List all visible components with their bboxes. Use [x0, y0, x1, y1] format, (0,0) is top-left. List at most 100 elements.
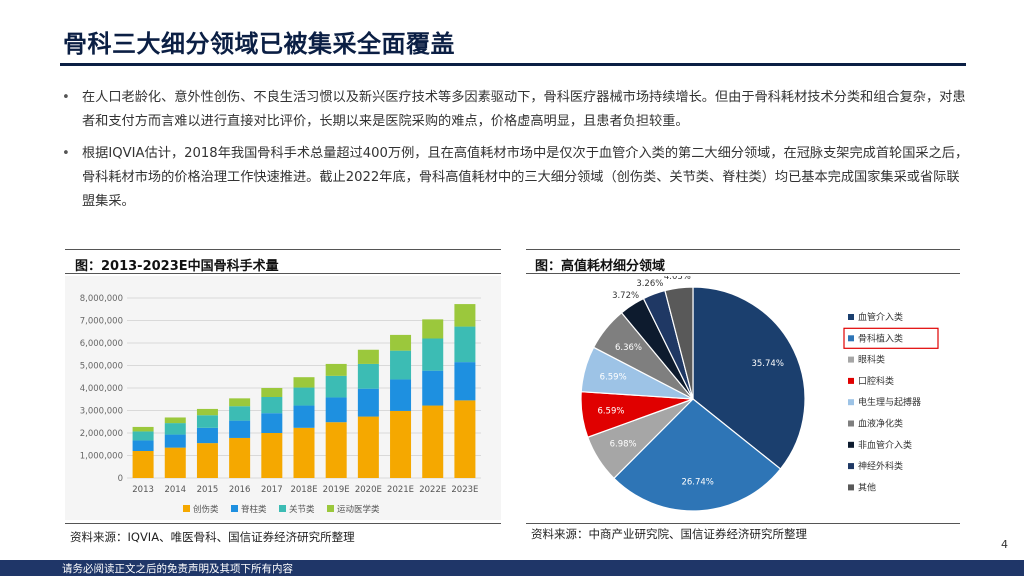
legend-label: 眼科类: [858, 354, 885, 366]
bar-segment: [422, 338, 444, 371]
bar-segment: [390, 379, 412, 411]
pie-data-label: 6.36%: [615, 343, 642, 353]
right-panel-top-rule: [526, 249, 960, 250]
bar-segment: [357, 363, 379, 389]
bar-segment: [325, 363, 347, 376]
right-panel-bottom-rule: [526, 523, 960, 524]
y-tick-label: 6,000,000: [80, 339, 123, 349]
page-number: 4: [1001, 538, 1008, 551]
legend-label: 创伤类: [193, 504, 219, 515]
pie-data-label: 6.59%: [600, 373, 627, 383]
bar-segment: [325, 375, 347, 398]
x-tick-label: 2014: [164, 485, 186, 495]
legend-label: 其他: [858, 481, 876, 493]
pie-data-label: 3.72%: [612, 291, 639, 301]
bullet-dot-icon: •: [62, 90, 70, 105]
footer-disclaimer: 请务必阅读正文之后的免责声明及其项下所有内容: [62, 563, 293, 575]
bar-segment: [357, 349, 379, 364]
bar-segment: [454, 304, 476, 327]
pie-data-label: 35.74%: [751, 359, 783, 369]
bullet-text: 根据IQVIA估计，2018年我国骨科手术总量超过400万例，且在高值耗材市场中…: [82, 146, 969, 209]
bar-segment: [357, 416, 379, 478]
x-tick-label: 2015: [197, 485, 219, 495]
legend-label: 血管介入类: [858, 311, 903, 323]
bar-segment: [293, 387, 315, 406]
y-tick-label: 7,000,000: [80, 317, 123, 327]
legend-highlight-box: [843, 327, 939, 349]
bar-segment: [132, 451, 154, 478]
x-tick-label: 2018E: [290, 485, 317, 495]
footer-bar: 请务必阅读正文之后的免责声明及其项下所有内容: [0, 560, 1024, 576]
right-panel-title-rule: [526, 273, 960, 274]
right-panel-title: 图：高值耗材细分领域: [535, 259, 666, 274]
legend-label: 运动医学类: [337, 504, 380, 515]
bar-segment: [196, 408, 218, 416]
legend-swatch: [327, 505, 334, 512]
legend-label: 电生理与起搏器: [858, 396, 921, 408]
x-tick-label: 2016: [229, 485, 251, 495]
bar-segment: [293, 377, 315, 388]
y-tick-label: 1,000,000: [80, 452, 123, 462]
y-tick-label: 5,000,000: [80, 362, 123, 372]
bar-segment: [196, 443, 218, 478]
pie-data-label: 4.03%: [664, 276, 691, 282]
surgery-volume-chart: 0 1,000,000 2,000,000 3,000,000 4,000,000 5,0…: [65, 276, 501, 520]
legend-swatch: [848, 356, 854, 363]
y-tick-label: 0: [118, 474, 123, 484]
bar-segment: [454, 326, 476, 363]
page-title: 骨科三大细分领域已被集采全面覆盖: [63, 30, 455, 58]
legend-swatch: [279, 505, 286, 512]
bullet-list: • 在人口老龄化、意外性创伤、不良生活习惯以及新兴医疗技术等多因素驱动下，骨科医…: [62, 86, 972, 222]
y-tick-label: 2,000,000: [80, 429, 123, 439]
bar-segment: [132, 431, 154, 441]
x-tick-label: 2021E: [387, 485, 414, 495]
bar-segment: [229, 420, 251, 438]
bar-segment: [422, 405, 444, 478]
bar-segment: [229, 406, 251, 421]
bar-segment: [261, 413, 283, 433]
x-tick-label: 2019E: [323, 485, 350, 495]
bar-segment: [454, 400, 476, 478]
bar-segment: [390, 334, 412, 351]
bar-segment: [196, 427, 218, 444]
pie-data-label: 6.59%: [597, 407, 624, 417]
bar-segment: [164, 434, 186, 448]
legend-swatch: [848, 314, 854, 320]
legend-label: 口腔科类: [858, 375, 894, 387]
x-tick-label: 2013: [132, 485, 154, 495]
bar-segment: [164, 423, 186, 435]
title-divider: [60, 63, 966, 66]
legend-label: 血液净化类: [858, 418, 903, 430]
high-value-consumables-chart: 35.74% 26.74% 6.98% 6.59% 6.59% 6.36% 3.72% 3.2…: [580, 276, 939, 512]
x-tick-label: 2020E: [355, 485, 382, 495]
bar-segment: [293, 427, 315, 478]
legend-label: 非血管介入类: [858, 439, 912, 451]
left-panel-source: 资料来源：IQVIA、唯医骨科、国信证券经济研究所整理: [70, 530, 355, 544]
legend-label: 骨科植入类: [858, 332, 903, 344]
bullet-item: • 在人口老龄化、意外性创伤、不良生活习惯以及新兴医疗技术等多因素驱动下，骨科医…: [62, 86, 972, 134]
pie-slice: [664, 286, 694, 400]
bar-segment: [164, 447, 186, 478]
legend-label: 关节类: [289, 504, 315, 515]
bullet-item: • 根据IQVIA估计，2018年我国骨科手术总量超过400万例，且在高值耗材市…: [62, 142, 972, 214]
bar-segment: [325, 422, 347, 478]
legend-swatch: [848, 335, 854, 342]
left-panel-bottom-rule: [65, 523, 501, 524]
bar-segment: [196, 415, 218, 428]
bar-segment: [357, 388, 379, 417]
x-tick-label: 2022E: [419, 485, 446, 495]
bar-segment: [261, 388, 283, 397]
pie-data-label: 3.26%: [636, 279, 663, 289]
bar-segment: [422, 370, 444, 406]
legend-swatch: [231, 505, 238, 512]
bar-segment: [454, 362, 476, 401]
legend-swatch: [183, 505, 190, 512]
y-tick-label: 8,000,000: [80, 294, 123, 304]
bullet-text: 在人口老龄化、意外性创伤、不良生活习惯以及新兴医疗技术等多因素驱动下，骨科医疗器…: [82, 90, 966, 129]
pie-data-label: 26.74%: [681, 478, 713, 488]
bar-segment: [229, 437, 251, 478]
bar-segment: [422, 319, 444, 339]
legend-swatch: [848, 484, 854, 491]
bar-segment: [390, 410, 412, 478]
bar-segment: [229, 398, 251, 407]
